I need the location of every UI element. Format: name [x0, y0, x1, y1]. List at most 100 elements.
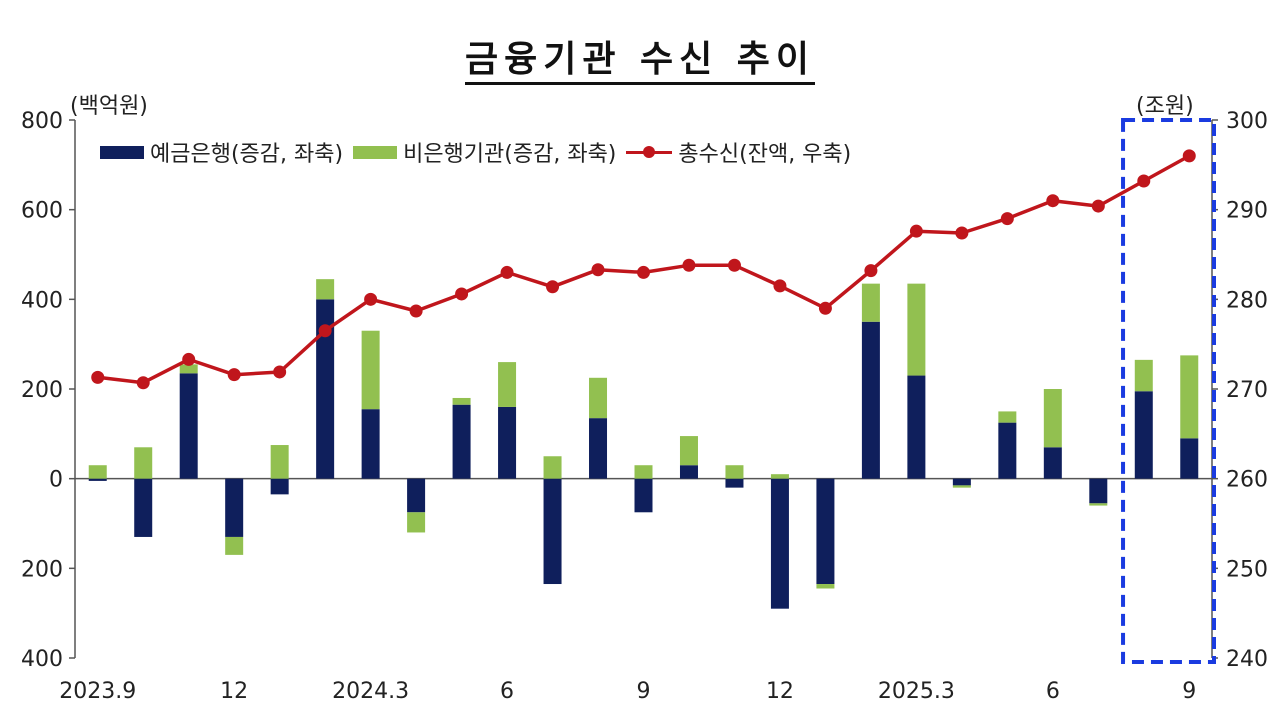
bar-bank — [179, 373, 198, 479]
left-axis-tick-label: 800 — [21, 109, 63, 134]
bar-bank — [1089, 478, 1108, 504]
bar-bank — [270, 478, 289, 495]
x-axis-tick-label: 2025.3 — [878, 679, 955, 704]
right-axis-tick-label: 260 — [1226, 468, 1268, 493]
left-axis-tick-label: 600 — [21, 199, 63, 224]
bar-nonbank — [1180, 355, 1199, 439]
bar-bank — [998, 422, 1017, 479]
point-total — [455, 287, 469, 301]
bar-bank — [543, 478, 562, 585]
left-axis-tick-label: 400 — [21, 647, 63, 672]
point-total — [864, 264, 878, 278]
x-axis-tick-label: 2024.3 — [332, 679, 409, 704]
bar-nonbank — [770, 474, 789, 479]
bar-nonbank — [1043, 389, 1062, 448]
bar-bank — [770, 478, 789, 609]
point-total — [182, 352, 196, 366]
point-total — [955, 226, 969, 240]
x-axis-tick-label: 9 — [637, 679, 651, 704]
bar-bank — [452, 404, 471, 479]
bar-nonbank — [498, 362, 517, 407]
bar-bank — [725, 478, 744, 488]
legend-label-total: 총수신(잔액, 우축) — [678, 142, 852, 167]
x-axis-tick-label: 2023.9 — [59, 679, 136, 704]
point-total — [1091, 199, 1105, 213]
bar-nonbank — [407, 512, 426, 533]
point-total — [500, 265, 514, 279]
right-axis-tick-label: 280 — [1226, 288, 1268, 313]
legend-item-nonbank: 비은행기관(증감, 좌축) — [353, 136, 616, 168]
bar-nonbank — [725, 465, 744, 479]
legend-label-nonbank: 비은행기관(증감, 좌축) — [403, 142, 617, 167]
bar-bank — [679, 465, 698, 479]
bar-nonbank — [316, 279, 335, 300]
x-axis-tick-label: 9 — [1182, 679, 1196, 704]
legend-swatch-total — [626, 145, 673, 159]
point-total — [1182, 149, 1196, 163]
point-total — [637, 265, 650, 279]
bar-nonbank — [361, 330, 380, 410]
bar-nonbank — [998, 411, 1017, 423]
bar-nonbank — [452, 397, 471, 405]
chart-title: 금융기관 수신 추이 — [0, 30, 1280, 85]
highlight-box — [1121, 118, 1217, 664]
bar-bank — [1134, 391, 1153, 479]
bar-bank — [589, 418, 608, 479]
point-total — [682, 258, 696, 272]
bar-bank — [407, 478, 426, 513]
point-total — [1137, 174, 1151, 188]
point-total — [227, 368, 241, 382]
point-total — [591, 263, 605, 277]
right-axis-tick-label: 290 — [1226, 199, 1268, 224]
point-total — [364, 292, 378, 306]
bar-bank — [952, 478, 971, 486]
bar-bank — [1180, 438, 1199, 479]
point-total — [1000, 212, 1014, 226]
left-axis-tick-label: 200 — [21, 557, 63, 582]
point-total — [909, 224, 923, 238]
bar-nonbank — [179, 364, 198, 374]
bar-bank — [361, 409, 380, 479]
bar-bank — [498, 406, 517, 479]
x-axis-tick-label: 12 — [766, 679, 794, 704]
bar-bank — [1043, 447, 1062, 479]
bar-nonbank — [589, 377, 608, 419]
point-total — [136, 376, 150, 390]
right-axis-unit: (조원) — [1136, 94, 1194, 119]
bar-bank — [134, 478, 153, 537]
bar-nonbank — [679, 436, 698, 466]
bar-bank — [907, 375, 926, 479]
point-total — [273, 365, 287, 379]
point-total — [773, 279, 787, 293]
right-axis-tick-label: 270 — [1226, 378, 1268, 403]
legend-item-bank: 예금은행(증감, 좌축) — [100, 136, 343, 168]
bar-bank — [816, 478, 835, 585]
point-total — [1046, 194, 1060, 208]
chart-legend: 예금은행(증감, 좌축) 비은행기관(증감, 좌축) 총수신(잔액, 우축) — [100, 136, 861, 168]
bar-nonbank — [270, 445, 289, 479]
bar-nonbank — [907, 283, 926, 376]
legend-swatch-nonbank — [353, 145, 398, 159]
left-axis-tick-label: 400 — [21, 288, 63, 313]
right-axis-tick-label: 240 — [1226, 647, 1268, 672]
bar-nonbank — [88, 465, 107, 479]
legend-item-total: 총수신(잔액, 우축) — [626, 136, 851, 168]
bar-nonbank — [1089, 503, 1108, 506]
bar-bank — [316, 299, 335, 479]
bar-bank — [634, 478, 653, 513]
legend-label-bank: 예금은행(증감, 좌축) — [150, 142, 344, 167]
point-total — [727, 258, 741, 272]
bar-bank — [861, 321, 880, 479]
bar-nonbank — [952, 485, 971, 488]
point-total — [318, 324, 332, 338]
left-axis-tick-label: 200 — [21, 378, 63, 403]
bar-nonbank — [134, 447, 153, 479]
point-total — [818, 301, 832, 315]
bar-nonbank — [634, 465, 653, 479]
bar-nonbank — [225, 536, 244, 555]
left-axis-tick-label: 0 — [49, 468, 63, 493]
bar-bank — [88, 478, 107, 481]
right-axis-tick-label: 250 — [1226, 557, 1268, 582]
bar-nonbank — [543, 456, 562, 479]
